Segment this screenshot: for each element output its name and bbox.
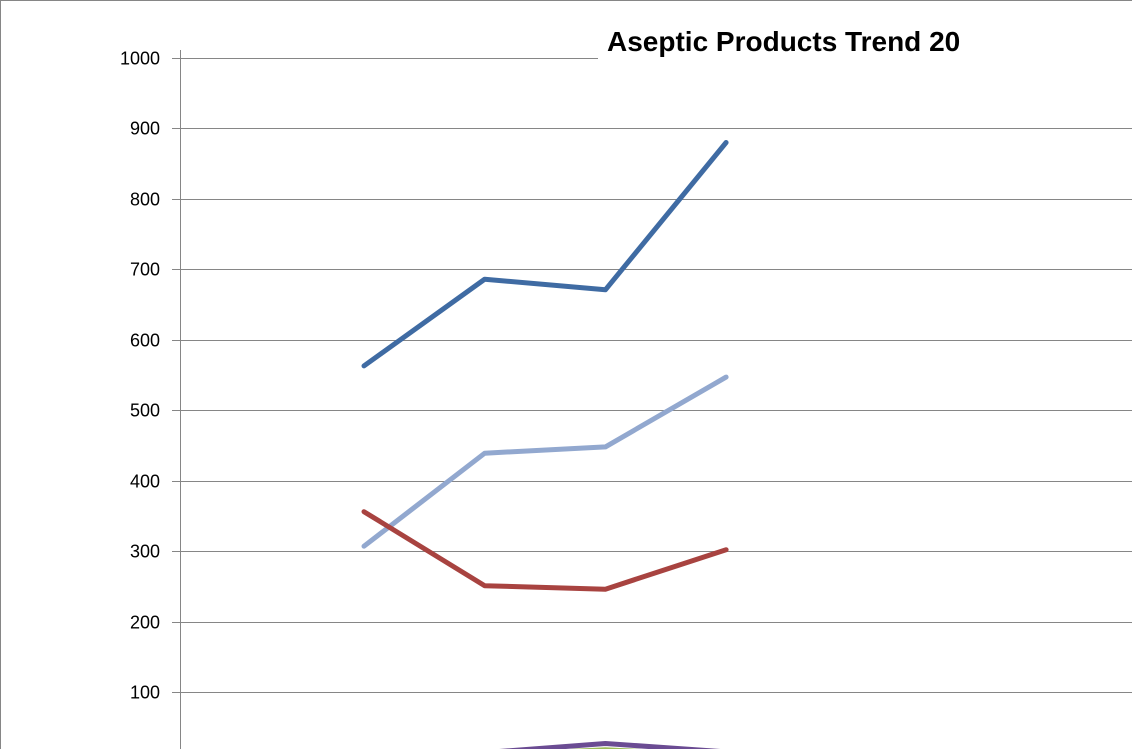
series-line-4 <box>499 741 721 749</box>
y-tick-label: 800 <box>130 190 160 210</box>
y-tick-label: 200 <box>130 613 160 633</box>
y-tick-label: 700 <box>130 260 160 280</box>
title-backdrop <box>598 16 1132 60</box>
y-tick-label: 900 <box>130 119 160 139</box>
y-tick-label: 300 <box>130 542 160 562</box>
series-line-3 <box>361 509 729 592</box>
y-tick-labels: 100 200 300 400 500 600 700 800 900 1000 <box>120 49 160 703</box>
series-lines <box>361 140 729 749</box>
chart-title: Aseptic Products Trend 20 <box>607 26 960 57</box>
y-tick-label: 100 <box>130 683 160 703</box>
y-tick-label: 1000 <box>120 49 160 69</box>
series-line-1 <box>361 140 729 369</box>
y-tick-label: 600 <box>130 331 160 351</box>
series-line-2 <box>361 374 729 549</box>
y-tick-label: 400 <box>130 472 160 492</box>
y-tick-label: 500 <box>130 401 160 421</box>
